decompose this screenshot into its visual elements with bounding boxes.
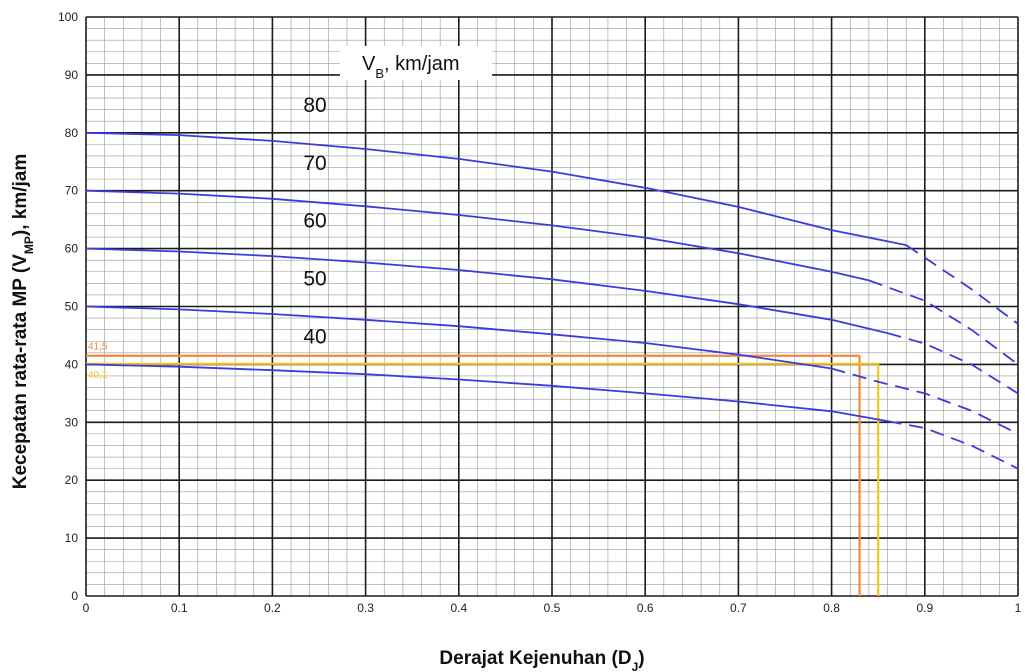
x-tick-labels: 0 0.1 0.2 0.3 0.4 0.5 0.6 0.7 0.8 0.9 1 xyxy=(83,601,1022,615)
reference-label: 41,5 xyxy=(88,342,108,353)
curve-vb-70 xyxy=(85,189,870,282)
curve-vb-80 xyxy=(85,131,907,246)
curve-vb-60 xyxy=(85,247,888,334)
y-tick-label: 60 xyxy=(65,242,79,256)
x-axis-title: Derajat Kejenuhan (DJ) xyxy=(439,648,644,672)
y-tick-label: 70 xyxy=(65,184,79,198)
x-tick-label: 0.2 xyxy=(264,601,281,615)
x-tick-label: 0.3 xyxy=(357,601,374,615)
major-grid xyxy=(85,16,1019,597)
y-tick-label: 100 xyxy=(58,10,78,24)
curve-label: 50 xyxy=(303,268,326,291)
x-tick-label: 0.6 xyxy=(637,601,654,615)
x-tick-label: 1 xyxy=(1015,601,1022,615)
y-tick-label: 20 xyxy=(65,473,79,487)
curve-label: 60 xyxy=(303,210,326,233)
legend-title: VB, km/jam xyxy=(362,53,460,81)
curve-vb-80-dashed xyxy=(905,244,1019,325)
y-tick-label: 0 xyxy=(71,589,78,603)
x-tick-label: 0 xyxy=(83,601,90,615)
y-tick-label: 80 xyxy=(65,126,79,140)
curve-vb-40-dashed xyxy=(887,420,1019,470)
speed-curves xyxy=(85,131,1019,470)
x-tick-label: 0.5 xyxy=(544,601,561,615)
x-tick-label: 0.9 xyxy=(916,601,933,615)
y-tick-label: 90 xyxy=(65,68,79,82)
reference-lines xyxy=(86,354,880,596)
legend-title-box xyxy=(340,46,492,80)
y-tick-label: 50 xyxy=(65,300,79,314)
y-axis-title: Kecepatan rata-rata MP (VMP), km/jam xyxy=(10,154,36,490)
x-tick-label: 0.1 xyxy=(171,601,188,615)
curve-label: 80 xyxy=(303,94,326,117)
y-tick-label: 40 xyxy=(65,357,79,371)
curve-vb-50-dashed xyxy=(831,367,1019,435)
x-tick-label: 0.4 xyxy=(450,601,467,615)
curve-vb-50 xyxy=(85,305,832,370)
curve-vb-70-dashed xyxy=(868,279,1019,366)
y-tick-labels: 0 10 20 30 40 50 60 70 80 90 100 xyxy=(58,10,78,603)
y-tick-label: 30 xyxy=(65,415,79,429)
x-tick-label: 0.8 xyxy=(823,601,840,615)
x-tick-label: 0.7 xyxy=(730,601,747,615)
curve-label: 40 xyxy=(303,325,326,348)
curve-vb-40 xyxy=(85,363,888,422)
curve-labels: 80 70 60 50 40 xyxy=(303,94,326,349)
reference-label: 40,1 xyxy=(88,370,108,381)
reference-labels: 41,5 40,1 xyxy=(88,342,108,381)
y-tick-label: 10 xyxy=(65,531,79,545)
curve-label: 70 xyxy=(303,152,326,175)
curve-vb-60-dashed xyxy=(887,332,1019,395)
